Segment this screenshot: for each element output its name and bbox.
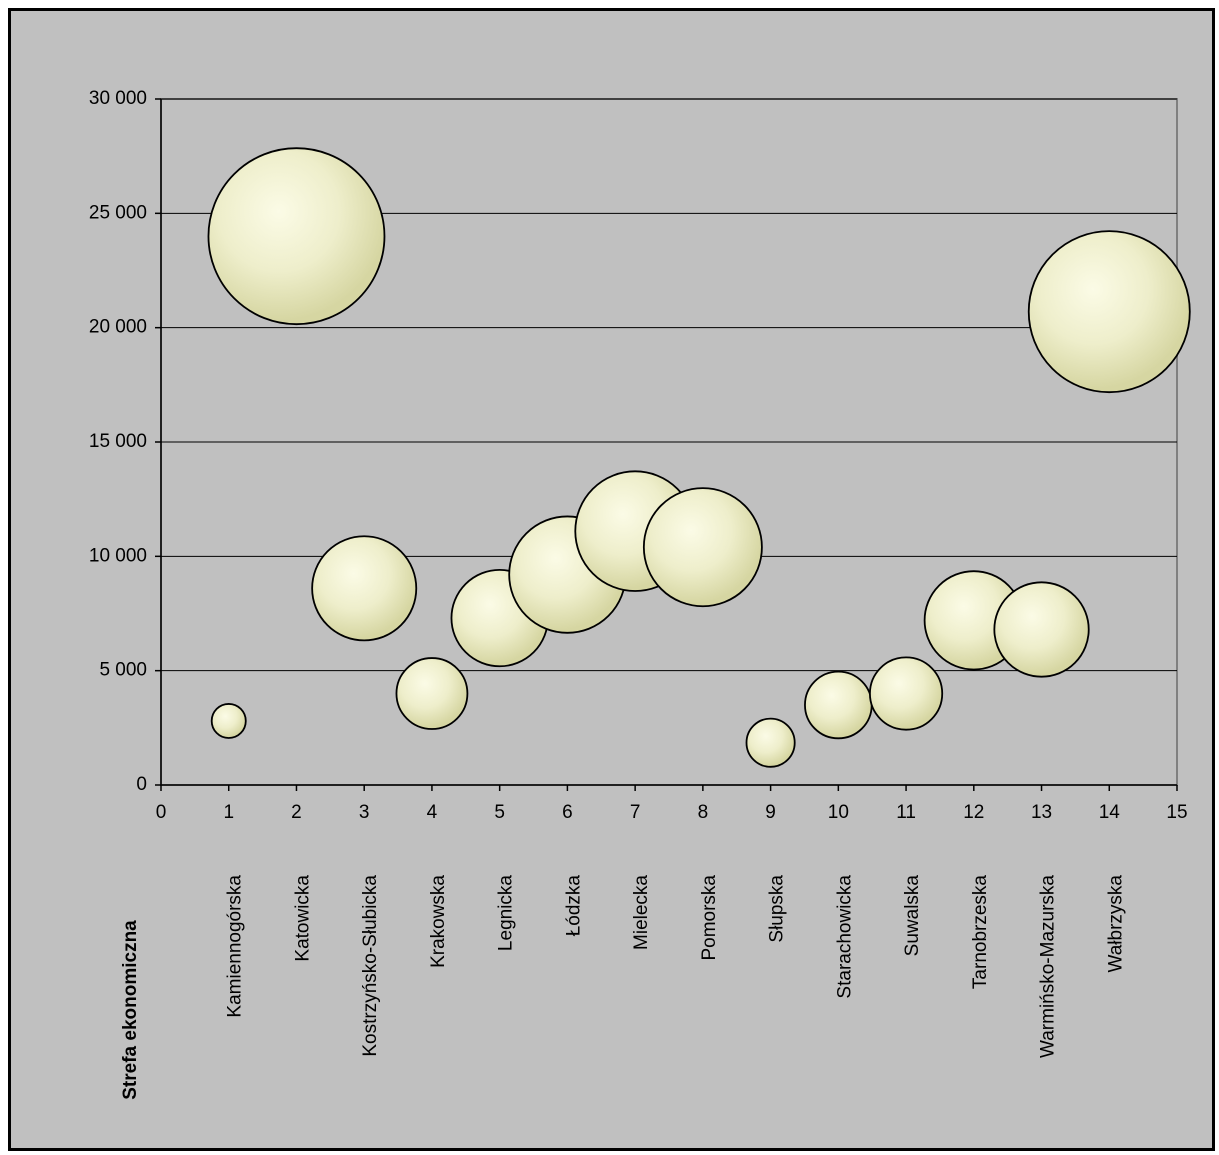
x-tick-label: 11 [896, 802, 916, 823]
category-label: Legnicka [496, 875, 517, 951]
x-tick-label: 13 [1031, 802, 1052, 823]
y-tick-label: 15 000 [89, 431, 147, 452]
category-label: Suwalska [902, 875, 923, 957]
x-tick-label: 2 [291, 802, 302, 823]
x-tick-label: 3 [359, 802, 370, 823]
y-tick-label: 5 000 [99, 660, 147, 681]
x-tick-label: 1 [223, 802, 234, 823]
bubble-point [210, 703, 247, 739]
category-label: Słupska [767, 875, 788, 943]
category-label: Krakowska [428, 875, 449, 968]
x-axis-ticks: 0 1 2 3 4 5 6 7 8 9 10 11 12 13 14 15 [156, 785, 1188, 823]
x-tick-label: 0 [156, 802, 167, 823]
bubble-point [869, 656, 944, 731]
bubble-point [207, 147, 386, 326]
y-tick-label: 10 000 [89, 545, 147, 566]
bubble-point [311, 535, 418, 642]
x-tick-label: 4 [427, 802, 438, 823]
category-axis-title: Strefa ekonomiczna [120, 920, 141, 1100]
category-label: Tarnobrzeska [970, 875, 991, 989]
bubble-point [804, 670, 873, 740]
category-label: Wałbrzyska [1105, 875, 1126, 973]
x-tick-label: 12 [963, 802, 984, 823]
bubble-point [745, 717, 796, 768]
category-label: Katowicka [292, 875, 313, 962]
category-label: Warmińsko-Mazurska [1038, 875, 1059, 1058]
x-tick-label: 8 [698, 802, 709, 823]
category-label: Starachowicka [834, 875, 855, 999]
x-tick-label: 6 [562, 802, 573, 823]
category-labels: Kamiennogórska Katowicka Kostrzyńsko-Słubi… [225, 875, 1127, 1058]
category-label: Pomorska [699, 875, 720, 961]
y-tick-label: 0 [136, 774, 147, 795]
bubble-point [993, 581, 1090, 678]
x-tick-label: 10 [828, 802, 849, 823]
y-tick-label: 25 000 [89, 202, 147, 223]
y-tick-label: 20 000 [89, 317, 147, 338]
y-axis-ticks: 0 5 000 10 000 15 000 20 000 25 000 30 000 [89, 88, 161, 795]
bubble-point [1027, 230, 1191, 394]
category-label: Kamiennogórska [225, 875, 246, 1018]
y-tick-label: 30 000 [89, 88, 147, 109]
bubbles [207, 147, 1191, 768]
category-label: Kostrzyńsko-Słubicka [360, 875, 381, 1057]
category-label: Łódzka [563, 875, 584, 937]
x-tick-label: 14 [1099, 802, 1121, 823]
x-tick-label: 15 [1166, 802, 1187, 823]
x-tick-label: 5 [494, 802, 505, 823]
bubble-point [642, 487, 763, 608]
x-tick-label: 9 [765, 802, 776, 823]
category-label: Mielecka [631, 875, 652, 950]
bubble-point [395, 657, 469, 730]
x-tick-label: 7 [630, 802, 641, 823]
